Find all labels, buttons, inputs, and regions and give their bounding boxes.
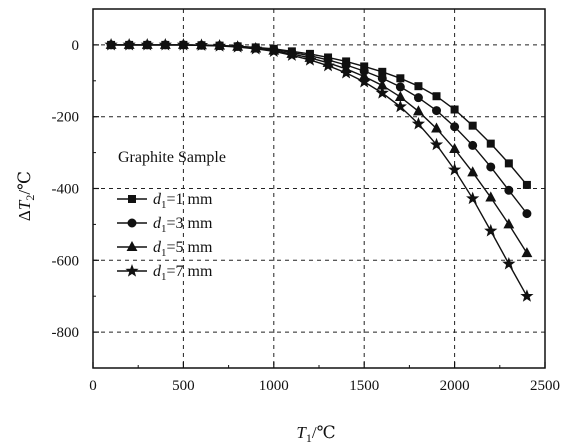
data-point-star <box>303 53 317 66</box>
data-point-star <box>466 191 480 205</box>
y-tick-label: -600 <box>52 253 80 269</box>
x-tick-label: 2500 <box>530 378 560 394</box>
tick-layer: 0 500 1000 1500 2000 2500 0 -200 -400 -600 -800 <box>52 8 560 394</box>
data-point-square <box>522 180 531 189</box>
data-point-circle <box>486 162 496 172</box>
data-point-circle <box>413 93 423 103</box>
legend-item: d1=3 mm <box>117 215 213 235</box>
data-point-star <box>158 37 172 51</box>
legend-label: d1=7 mm <box>153 263 213 283</box>
data-point-square <box>396 74 405 83</box>
x-tick-label: 0 <box>89 378 97 394</box>
data-point-star <box>140 37 154 51</box>
data-point-star <box>339 65 353 79</box>
data-point-star <box>104 37 118 51</box>
data-point-star <box>502 256 516 270</box>
data-point-circle <box>504 185 514 195</box>
data-point-star <box>122 37 136 51</box>
data-point-triangle <box>449 142 461 154</box>
data-point-triangle <box>413 105 424 116</box>
data-point-triangle <box>485 191 497 202</box>
data-point-star <box>321 58 335 72</box>
data-point-square <box>486 139 495 148</box>
data-point-star <box>267 44 281 57</box>
series-4 <box>104 37 534 302</box>
data-point-circle <box>395 82 405 92</box>
legend-item: d1=7 mm <box>117 263 213 283</box>
x-axis-title: T1/℃ <box>296 423 335 445</box>
data-point-triangle <box>521 247 533 258</box>
x-tick-label: 1500 <box>349 378 379 394</box>
series-line <box>111 44 528 297</box>
data-point-triangle <box>126 240 138 251</box>
data-point-star <box>520 289 534 302</box>
data-point-square <box>450 105 459 114</box>
x-tick-label: 500 <box>172 378 195 394</box>
data-point-triangle <box>467 166 479 177</box>
y-tick-label: -400 <box>52 182 80 198</box>
annotation-text: Graphite Sample <box>118 149 226 166</box>
data-point-star <box>231 40 245 53</box>
data-point-star <box>393 99 407 113</box>
data-point-star <box>176 37 190 51</box>
data-point-star <box>448 162 462 176</box>
data-point-star <box>212 39 227 52</box>
data-point-square <box>432 92 441 101</box>
data-point-square <box>504 159 513 168</box>
data-point-square <box>414 82 423 91</box>
y-axis-title: ΔT2/℃ <box>15 171 37 221</box>
legend-item: d1=5 mm <box>117 239 213 259</box>
series-layer <box>104 37 534 302</box>
x-tick-label: 2000 <box>440 378 470 394</box>
legend-label: d1=5 mm <box>153 239 213 259</box>
data-point-circle <box>522 209 532 219</box>
data-point-square <box>128 195 136 203</box>
data-point-star <box>249 41 263 55</box>
data-point-circle <box>127 218 137 228</box>
y-tick-label: -800 <box>52 325 80 341</box>
data-point-circle <box>432 106 442 116</box>
data-point-triangle <box>394 90 406 101</box>
data-point-circle <box>450 122 460 132</box>
y-tick-label: -200 <box>52 110 80 126</box>
data-point-star <box>357 74 371 88</box>
y-tick-label: 0 <box>72 38 80 54</box>
data-point-triangle <box>503 218 515 229</box>
legend-item: d1=1 mm <box>117 191 213 211</box>
data-point-star <box>429 137 444 151</box>
legend-label: d1=3 mm <box>153 215 213 235</box>
data-point-square <box>468 121 477 130</box>
data-point-triangle <box>431 122 442 133</box>
data-point-circle <box>468 140 478 150</box>
x-tick-label: 1000 <box>259 378 289 394</box>
data-point-star <box>125 264 139 277</box>
data-point-star <box>411 116 426 130</box>
data-point-star <box>194 38 209 51</box>
legend: d1=1 mm d1=3 mm d1=5 mm d1=7 mm <box>117 191 213 283</box>
data-point-star <box>285 48 299 61</box>
data-point-star <box>375 86 389 99</box>
legend-label: d1=1 mm <box>153 191 213 211</box>
data-point-star <box>484 223 498 237</box>
